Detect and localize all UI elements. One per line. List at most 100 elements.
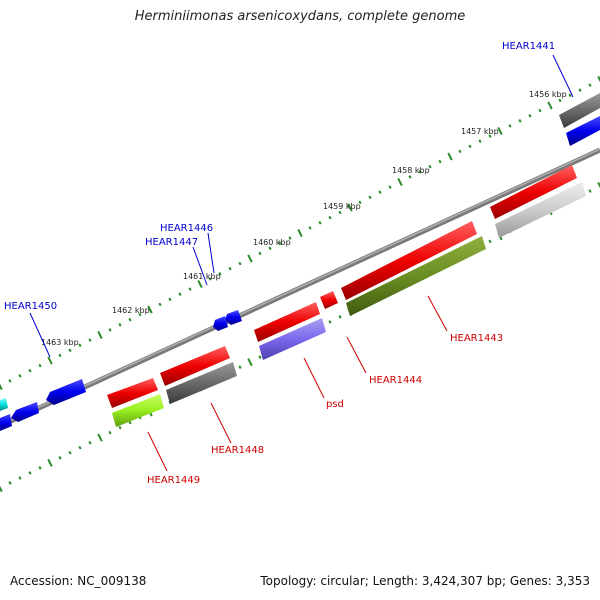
tick-mark xyxy=(318,221,322,225)
tick-mark xyxy=(18,374,22,378)
gene-label: HEAR1448 xyxy=(211,445,264,456)
tick-mark xyxy=(458,149,462,154)
tick-mark xyxy=(347,203,353,212)
tick-mark xyxy=(518,119,522,123)
gene-arrow xyxy=(11,402,39,422)
gene-boxes-lower xyxy=(112,116,600,427)
accession-text: Accession: NC_009138 xyxy=(10,574,147,588)
tick-mark xyxy=(558,98,562,103)
gene-arrow xyxy=(160,346,230,386)
tick-mark xyxy=(578,88,582,92)
tick-mark xyxy=(0,485,3,493)
gene-label: psd xyxy=(326,399,344,410)
tick-mark xyxy=(258,355,262,359)
tick-mark xyxy=(197,279,203,289)
tick-mark xyxy=(88,440,92,445)
tick-mark xyxy=(118,425,122,430)
tick-mark xyxy=(258,251,262,256)
tick-label: 1460 kbp xyxy=(253,238,291,247)
gene-arrows-reverse xyxy=(0,310,242,431)
tick-mark xyxy=(97,433,103,442)
tick-mark xyxy=(38,363,42,368)
tick-mark xyxy=(8,379,12,383)
tick-mark xyxy=(118,323,122,327)
tick-mark xyxy=(288,236,292,240)
tick-mark xyxy=(588,189,592,193)
gene-box xyxy=(566,116,600,146)
tick-label: 1456 kbp xyxy=(529,90,567,99)
tick-mark xyxy=(358,200,362,205)
tick-mark xyxy=(428,164,432,169)
tick-mark xyxy=(0,383,3,391)
gene-label: HEAR1450 xyxy=(4,301,57,312)
tick-label: 1461 kbp xyxy=(183,272,221,281)
tick-mark xyxy=(78,343,82,347)
outer-tick-ring xyxy=(0,75,600,391)
tick-mark xyxy=(547,101,553,110)
tick-mark xyxy=(328,320,332,324)
gene-label: HEAR1441 xyxy=(502,41,555,52)
tick-mark xyxy=(247,254,253,263)
tick-mark xyxy=(408,175,412,179)
tick-mark xyxy=(297,228,303,238)
tick-mark xyxy=(528,113,532,118)
tick-label: 1462 kbp xyxy=(112,306,150,315)
tick-mark xyxy=(128,317,132,322)
tick-mark xyxy=(468,144,472,149)
gene-arrow xyxy=(320,291,338,309)
gene-arrows-forward xyxy=(107,93,600,408)
tick-mark xyxy=(397,177,403,187)
tick-mark xyxy=(47,356,53,365)
gene-label: HEAR1443 xyxy=(450,333,503,344)
tick-label: 1457 kbp xyxy=(461,127,499,136)
tick-mark xyxy=(38,466,42,470)
tick-mark xyxy=(488,134,492,138)
tick-mark xyxy=(508,124,512,128)
genome-summary-text: Topology: circular; Length: 3,424,307 bp… xyxy=(260,574,590,588)
genome-backbone xyxy=(0,147,600,429)
tick-mark xyxy=(168,297,172,302)
tick-mark xyxy=(108,430,112,435)
gene-label: HEAR1449 xyxy=(147,475,200,486)
tick-mark xyxy=(108,328,112,332)
tick-mark xyxy=(538,108,542,113)
tick-mark xyxy=(368,195,372,200)
tick-mark xyxy=(47,458,53,467)
tick-mark xyxy=(88,338,92,342)
tick-mark xyxy=(378,190,382,194)
tick-mark xyxy=(338,315,342,319)
tick-mark xyxy=(8,481,12,485)
tick-mark xyxy=(388,185,392,189)
gene-arrow xyxy=(490,165,577,219)
tick-mark xyxy=(208,277,212,281)
tick-mark xyxy=(597,181,600,189)
tick-mark xyxy=(478,139,482,143)
tick-mark xyxy=(28,471,32,475)
gene-box xyxy=(346,236,486,316)
gene-label: HEAR1447 xyxy=(145,237,198,248)
tick-mark xyxy=(497,126,503,136)
tick-mark xyxy=(28,368,32,373)
tick-mark xyxy=(178,292,182,296)
tick-mark xyxy=(447,152,453,161)
gene-arrow xyxy=(46,379,86,405)
tick-mark xyxy=(58,456,62,460)
tick-mark xyxy=(68,450,72,455)
tick-mark xyxy=(308,226,312,230)
tick-mark xyxy=(488,239,492,244)
gene-arrow xyxy=(254,302,320,342)
gene-arrow xyxy=(107,378,158,408)
tick-mark xyxy=(278,241,282,245)
tick-mark xyxy=(138,312,142,317)
gene-label: HEAR1446 xyxy=(160,223,213,234)
tick-label: 1459 kbp xyxy=(323,202,361,211)
tick-mark xyxy=(78,445,82,450)
tick-mark xyxy=(97,330,103,340)
tick-mark xyxy=(218,272,222,276)
tick-mark xyxy=(438,159,442,164)
tick-mark xyxy=(588,83,592,87)
tick-mark xyxy=(328,215,332,220)
gene-arrow xyxy=(559,93,600,128)
tick-mark xyxy=(68,348,72,353)
tick-mark xyxy=(238,261,242,266)
